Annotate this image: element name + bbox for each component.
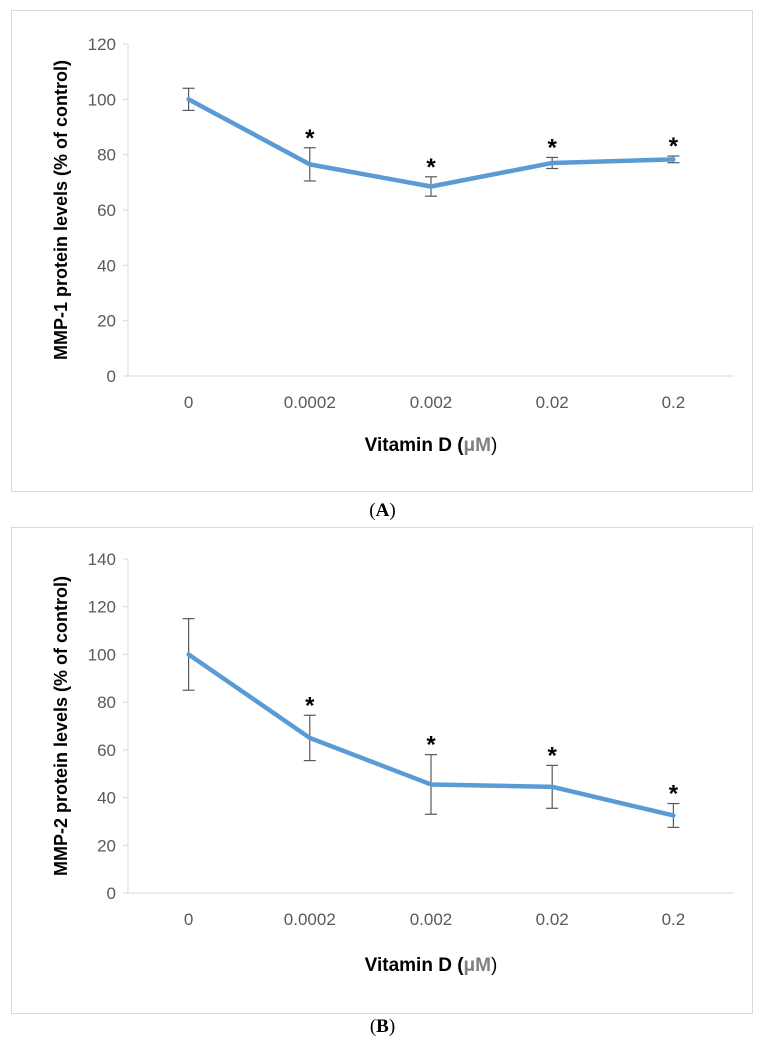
significance-marker: * — [669, 133, 679, 160]
y-tick-label: 60 — [97, 741, 116, 760]
y-tick-label: 80 — [97, 693, 116, 712]
series-line — [186, 652, 676, 818]
panel-caption-a-letter: A — [375, 500, 390, 521]
x-tick-label: 0.002 — [410, 910, 453, 929]
x-tick-label: 0.2 — [662, 393, 686, 412]
y-tick-label: 0 — [107, 884, 116, 903]
y-tick-label: 120 — [88, 35, 116, 54]
y-tick-label: 60 — [97, 201, 116, 220]
chart-panel-a: 0 20 40 60 80 100 120 0 0.0002 0.002 0.02 0.2 * * * * Vi… — [11, 10, 753, 492]
x-tick-label: 0 — [184, 910, 193, 929]
chart-a-svg: 0 20 40 60 80 100 120 0 0.0002 0.002 0.02 0.2 * * * * Vi… — [51, 35, 734, 456]
y-tick-label: 100 — [88, 90, 116, 109]
x-tick-label: 0.02 — [536, 910, 569, 929]
y-tick-label: 120 — [88, 598, 116, 617]
panel-caption-b-letter: B — [376, 1016, 389, 1037]
significance-marker: * — [426, 154, 436, 181]
x-tick-label: 0.0002 — [284, 393, 336, 412]
significance-marker: * — [669, 781, 679, 808]
series-line — [186, 97, 676, 189]
chart-panel-b: 0 20 40 60 80 100 120 140 0 0.0002 0.002 0.02 0.2 * * *… — [11, 527, 753, 1014]
y-tick-label: 20 — [97, 836, 116, 855]
y-axis-title: MMP-2 protein levels (% of control) — [51, 576, 71, 876]
x-axis-title-unit: μM — [464, 435, 491, 456]
x-tick-label: 0 — [184, 393, 193, 412]
y-axis-title: MMP-1 protein levels (% of control) — [51, 60, 71, 360]
x-tick-label: 0.0002 — [284, 910, 336, 929]
y-tick-label: 140 — [88, 550, 116, 569]
significance-marker: * — [426, 732, 436, 759]
x-axis-title: Vitamin D (μM) — [365, 955, 498, 976]
y-tick-label: 100 — [88, 645, 116, 664]
significance-marker: * — [305, 125, 315, 152]
y-tick-label: 40 — [97, 256, 116, 275]
x-axis-title-main: Vitamin D ( — [365, 955, 465, 976]
x-axis-title: Vitamin D (μM) — [365, 435, 498, 456]
x-tick-label: 0.2 — [662, 910, 686, 929]
panel-caption-a: (A) — [369, 500, 396, 521]
significance-marker: * — [305, 692, 315, 719]
y-tick-label: 80 — [97, 146, 116, 165]
y-tick-label: 0 — [107, 367, 116, 386]
x-axis-title-unit: μM — [464, 955, 491, 976]
x-tick-label: 0.002 — [410, 393, 453, 412]
x-axis-title-main: Vitamin D ( — [365, 435, 465, 456]
x-axis-title-close: ) — [491, 435, 497, 456]
panel-caption-b: (B) — [369, 1016, 396, 1037]
chart-b-svg: 0 20 40 60 80 100 120 140 0 0.0002 0.002 0.02 0.2 * * *… — [51, 550, 734, 976]
significance-marker: * — [548, 742, 558, 769]
x-tick-label: 0.02 — [536, 393, 569, 412]
y-tick-label: 20 — [97, 312, 116, 331]
significance-marker: * — [548, 134, 558, 161]
x-axis-title-close: ) — [491, 955, 497, 976]
y-tick-label: 40 — [97, 789, 116, 808]
